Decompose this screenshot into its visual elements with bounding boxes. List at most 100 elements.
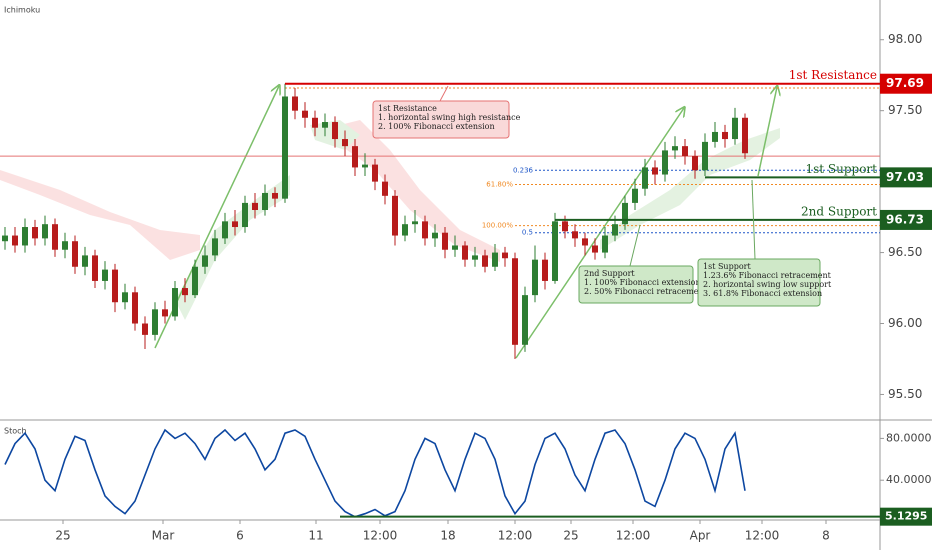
candle-body [332, 122, 338, 140]
candle-body [402, 224, 408, 236]
candle-body [342, 139, 348, 147]
candle-body [392, 195, 398, 236]
candle-body [292, 96, 298, 111]
candle-body [532, 259, 538, 296]
annotation-line: 2. horizontal swing low support [703, 280, 832, 289]
annotation-box [372, 100, 510, 139]
candle-body [32, 227, 38, 239]
candle-body [642, 167, 648, 189]
price-label-box [880, 507, 932, 526]
candle-body [522, 295, 528, 345]
candle-body [152, 309, 158, 335]
annotation-box [578, 265, 694, 304]
annotation-box [697, 258, 821, 307]
x-tick-label: Apr [690, 529, 711, 543]
level-name: 1st Support [805, 162, 877, 176]
level-name: 2nd Support [801, 204, 877, 218]
y-tick-label: 96.50 [888, 245, 922, 259]
level-name: 1st Resistance [789, 68, 877, 82]
candle-body [702, 141, 708, 171]
candle-body [382, 181, 388, 196]
candle-body [672, 146, 678, 151]
candle-body [492, 252, 498, 267]
price-label: 96.73 [886, 212, 924, 226]
price-label: 97.03 [886, 170, 924, 184]
price-label-box [880, 209, 932, 230]
candle-body [732, 117, 738, 140]
candle-body [232, 221, 238, 228]
candle-body [472, 255, 478, 260]
price-label: 5.1295 [885, 510, 927, 523]
indicator-label: Ichimoku [4, 6, 40, 15]
candle-body [132, 292, 138, 324]
candle-body [252, 202, 258, 210]
candle-body [312, 117, 318, 128]
y-tick-label: 96.00 [888, 316, 922, 330]
y-tick-label: 95.50 [888, 387, 922, 401]
candle-body [372, 164, 378, 182]
y-tick-label: 80.0000 [886, 431, 932, 444]
candle-body [692, 156, 698, 171]
x-tick-label: 12:00 [498, 529, 533, 543]
candle-body [592, 245, 598, 253]
y-tick-label: 97.50 [888, 103, 922, 117]
price-label: 97.69 [886, 76, 924, 90]
candle-body [222, 221, 228, 239]
candle-body [72, 241, 78, 267]
candle-body [162, 309, 168, 317]
x-tick-label: 18 [440, 529, 455, 543]
fib-label: 0.236 [513, 166, 534, 174]
candle-body [172, 288, 178, 317]
x-tick-label: 12:00 [745, 529, 780, 543]
candle-body [432, 232, 438, 239]
indicator-label: Stoch [4, 427, 27, 436]
candle-body [482, 255, 488, 267]
y-tick-label: 98.00 [888, 32, 922, 46]
candle-body [192, 266, 198, 296]
x-tick-label: 25 [55, 529, 70, 543]
candle-body [142, 323, 148, 335]
candle-body [422, 221, 428, 239]
candle-body [212, 238, 218, 256]
candle-body [22, 227, 28, 246]
price-label-box [880, 73, 932, 94]
candle-body [272, 192, 278, 199]
candle-body [722, 131, 728, 140]
candle-body [62, 241, 68, 250]
annotation-title: 1st Resistance [378, 104, 437, 113]
annotation-line: 3. 61.8% Fibonacci extension [703, 289, 822, 298]
candle-body [82, 255, 88, 267]
candle-body [452, 245, 458, 250]
annotation-pointer [629, 224, 641, 267]
candle-body [542, 259, 548, 281]
candle-body [552, 221, 558, 281]
x-tick-label: Mar [152, 529, 175, 543]
fib-label: 100.00% [482, 222, 513, 230]
annotation-line: 2. 100% Fibonacci extension [378, 122, 495, 131]
x-tick-label: 8 [822, 529, 830, 543]
candle-body [52, 224, 58, 250]
candle-body [182, 288, 188, 296]
annotation-pointer [751, 179, 756, 260]
candle-body [202, 255, 208, 267]
candle-body [512, 258, 518, 345]
candle-body [282, 96, 288, 199]
fib-label: 0.5 [522, 229, 533, 237]
annotation-line: 1. horizontal swing high resistance [378, 113, 521, 122]
candle-body [562, 221, 568, 232]
candle-body [362, 164, 368, 168]
x-tick-label: 12:00 [363, 529, 398, 543]
candle-body [302, 110, 308, 118]
candle-body [682, 146, 688, 157]
annotation-line: 2. 50% Fibonacci retracement [584, 287, 708, 296]
plot: 25 Mar 6 11 12:00 18 12:00 25 12:00 Apr 12:00 8 95.5… [0, 32, 932, 543]
candle-body [322, 122, 328, 128]
x-tick-label: 6 [236, 529, 244, 543]
candle-body [352, 146, 358, 168]
candle-body [92, 255, 98, 281]
candle-body [572, 231, 578, 239]
